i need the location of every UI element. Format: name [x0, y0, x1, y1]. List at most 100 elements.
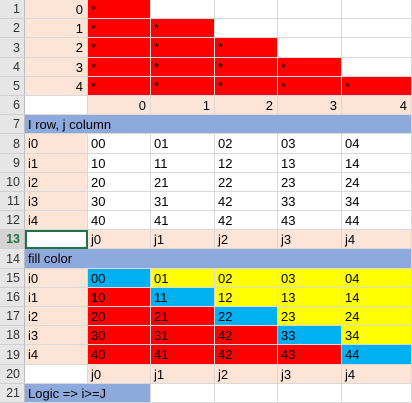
cell-r13-c2[interactable]: j1 [151, 230, 215, 249]
cell-r11-c1[interactable]: 30 [88, 192, 151, 211]
cell-r11-c3[interactable]: 42 [215, 192, 278, 211]
cell-r5-c5[interactable]: * [342, 77, 412, 96]
cell-r20-c1[interactable]: j0 [88, 365, 151, 384]
cell-r3-c5[interactable] [342, 38, 412, 58]
cell-r1-c2[interactable] [151, 0, 215, 19]
cell-r11-c4[interactable]: 33 [278, 192, 342, 211]
cell-r18-c1[interactable]: 30 [88, 326, 151, 345]
cell-r12-c0[interactable]: i4 [25, 211, 88, 230]
cell-r6-c5[interactable]: 4 [342, 96, 412, 115]
cell-r10-c2[interactable]: 21 [151, 173, 215, 192]
cell-r10-c5[interactable]: 24 [342, 173, 412, 192]
cell-r4-c2[interactable]: * [151, 58, 215, 77]
row-header-11[interactable]: 11 [0, 192, 25, 211]
cell-r15-c0[interactable]: i0 [25, 269, 88, 288]
cell-r8-c5[interactable]: 04 [342, 134, 412, 154]
row-header-17[interactable]: 17 [0, 307, 25, 326]
cell-r10-c4[interactable]: 23 [278, 173, 342, 192]
cell-r20-c5[interactable]: j4 [342, 365, 412, 384]
cell-r3-c3[interactable]: * [215, 38, 278, 58]
cell-r9-c0[interactable]: i1 [25, 154, 88, 173]
cell-r12-c3[interactable]: 42 [215, 211, 278, 230]
cell-r10-c3[interactable]: 22 [215, 173, 278, 192]
cell-r18-c4[interactable]: 33 [278, 326, 342, 345]
cell-r2-c5[interactable] [342, 19, 412, 38]
section-header-row-7[interactable]: I row, j column [25, 115, 412, 134]
cell-r21-c4[interactable] [278, 384, 342, 403]
cell-r8-c4[interactable]: 03 [278, 134, 342, 154]
cell-r1-c1[interactable]: * [88, 0, 151, 19]
row-header-21[interactable]: 21 [0, 384, 25, 403]
cell-r5-c1[interactable]: * [88, 77, 151, 96]
cell-r16-c0[interactable]: i1 [25, 288, 88, 307]
cell-r6-c3[interactable]: 2 [215, 96, 278, 115]
cell-r1-c3[interactable] [215, 0, 278, 19]
cell-r5-c0[interactable]: 4 [25, 77, 88, 96]
cell-r2-c2[interactable]: * [151, 19, 215, 38]
cell-r10-c1[interactable]: 20 [88, 173, 151, 192]
cell-r19-c2[interactable]: 41 [151, 345, 215, 365]
row-header-18[interactable]: 18 [0, 326, 25, 345]
cell-r16-c2[interactable]: 11 [151, 288, 215, 307]
cell-r9-c4[interactable]: 13 [278, 154, 342, 173]
row-header-10[interactable]: 10 [0, 173, 25, 192]
cell-r21-c2[interactable] [151, 384, 215, 403]
cell-r12-c1[interactable]: 40 [88, 211, 151, 230]
cell-r13-c1[interactable]: j0 [88, 230, 151, 249]
cell-r5-c3[interactable]: * [215, 77, 278, 96]
cell-r3-c2[interactable]: * [151, 38, 215, 58]
cell-r4-c4[interactable]: * [278, 58, 342, 77]
row-header-12[interactable]: 12 [0, 211, 25, 230]
cell-r18-c3[interactable]: 42 [215, 326, 278, 345]
cell-r3-c1[interactable]: * [88, 38, 151, 58]
cell-r6-c1[interactable]: 0 [88, 96, 151, 115]
cell-r17-c1[interactable]: 20 [88, 307, 151, 326]
cell-r12-c5[interactable]: 44 [342, 211, 412, 230]
cell-r2-c4[interactable] [278, 19, 342, 38]
cell-r18-c5[interactable]: 34 [342, 326, 412, 345]
cell-r15-c1[interactable]: 00 [88, 269, 151, 288]
cell-r2-c1[interactable]: * [88, 19, 151, 38]
cell-r11-c0[interactable]: i3 [25, 192, 88, 211]
row-header-1[interactable]: 1 [0, 0, 25, 19]
cell-r8-c2[interactable]: 01 [151, 134, 215, 154]
cell-r17-c4[interactable]: 23 [278, 307, 342, 326]
row-header-2[interactable]: 2 [0, 19, 25, 38]
cell-r15-c2[interactable]: 01 [151, 269, 215, 288]
cell-r20-c2[interactable]: j1 [151, 365, 215, 384]
cell-r18-c0[interactable]: i3 [25, 326, 88, 345]
row-header-7[interactable]: 7 [0, 115, 25, 134]
cell-r10-c0[interactable]: i2 [25, 173, 88, 192]
row-header-16[interactable]: 16 [0, 288, 25, 307]
cell-r12-c2[interactable]: 41 [151, 211, 215, 230]
cell-r5-c4[interactable]: * [278, 77, 342, 96]
cell-r17-c0[interactable]: i2 [25, 307, 88, 326]
cell-r9-c3[interactable]: 12 [215, 154, 278, 173]
row-header-15[interactable]: 15 [0, 269, 25, 288]
row-header-14[interactable]: 14 [0, 249, 25, 269]
cell-r11-c5[interactable]: 34 [342, 192, 412, 211]
cell-r6-c0[interactable] [25, 96, 88, 115]
cell-r12-c4[interactable]: 43 [278, 211, 342, 230]
cell-r17-c3[interactable]: 22 [215, 307, 278, 326]
cell-r6-c4[interactable]: 3 [278, 96, 342, 115]
cell-r5-c2[interactable]: * [151, 77, 215, 96]
cell-r11-c2[interactable]: 31 [151, 192, 215, 211]
cell-r1-c5[interactable] [342, 0, 412, 19]
cell-r4-c5[interactable] [342, 58, 412, 77]
cell-r1-c4[interactable] [278, 0, 342, 19]
row-header-13[interactable]: 13 [0, 230, 25, 249]
cell-r15-c5[interactable]: 04 [342, 269, 412, 288]
cell-r19-c0[interactable]: i4 [25, 345, 88, 365]
cell-r3-c4[interactable] [278, 38, 342, 58]
cell-r17-c2[interactable]: 21 [151, 307, 215, 326]
cell-r19-c4[interactable]: 43 [278, 345, 342, 365]
cell-r4-c1[interactable]: * [88, 58, 151, 77]
cell-r19-c3[interactable]: 42 [215, 345, 278, 365]
cell-r20-c3[interactable]: j2 [215, 365, 278, 384]
row-header-20[interactable]: 20 [0, 365, 25, 384]
cell-r19-c5[interactable]: 44 [342, 345, 412, 365]
cell-r16-c3[interactable]: 12 [215, 288, 278, 307]
row-header-4[interactable]: 4 [0, 58, 25, 77]
cell-r2-c0[interactable]: 1 [25, 19, 88, 38]
